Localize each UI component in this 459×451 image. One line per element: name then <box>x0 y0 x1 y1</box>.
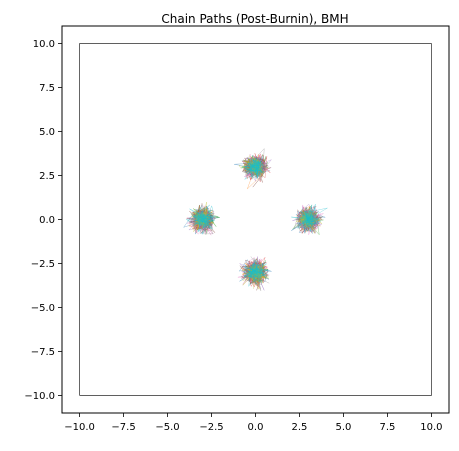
y-tick-label: −2.5 <box>31 259 55 270</box>
y-tick-label: 7.5 <box>39 83 55 94</box>
x-tick-label: −10.0 <box>64 422 95 433</box>
plot-area <box>79 43 432 396</box>
x-tick-label: 10.0 <box>420 422 442 433</box>
chain-path-mode2-series10 <box>291 204 328 233</box>
x-tick-label: 2.5 <box>292 422 308 433</box>
x-axis: −10.0 −7.5 −5.0 −2.5 0.0 2.5 5.0 7.5 10.0 <box>64 413 443 433</box>
x-tick-label: 0.0 <box>248 422 264 433</box>
x-tick-label: 7.5 <box>379 422 395 433</box>
x-tick-label: −5.0 <box>155 422 179 433</box>
y-tick-label: −7.5 <box>31 347 55 358</box>
x-tick-label: −2.5 <box>199 422 223 433</box>
chain-path-mode1-series10 <box>241 155 265 180</box>
y-tick-label: 10.0 <box>33 39 55 50</box>
chain-path-mode4-series10 <box>185 204 216 235</box>
axes-frame <box>61 25 450 414</box>
x-tick-label: 5.0 <box>336 422 352 433</box>
chart-title: Chain Paths (Post-Burnin), BMH <box>161 12 348 26</box>
x-tick-label: −7.5 <box>111 422 135 433</box>
y-axis: −10.0 −7.5 −5.0 −2.5 0.0 2.5 5.0 7.5 10.0 <box>24 39 62 402</box>
bounding-square-line <box>79 43 432 396</box>
y-tick-label: 5.0 <box>39 127 55 138</box>
chain-path-mode3-series10 <box>242 259 270 287</box>
y-tick-label: 2.5 <box>39 171 55 182</box>
y-tick-label: 0.0 <box>39 215 55 226</box>
y-tick-label: −10.0 <box>24 391 55 402</box>
y-tick-label: −5.0 <box>31 303 55 314</box>
